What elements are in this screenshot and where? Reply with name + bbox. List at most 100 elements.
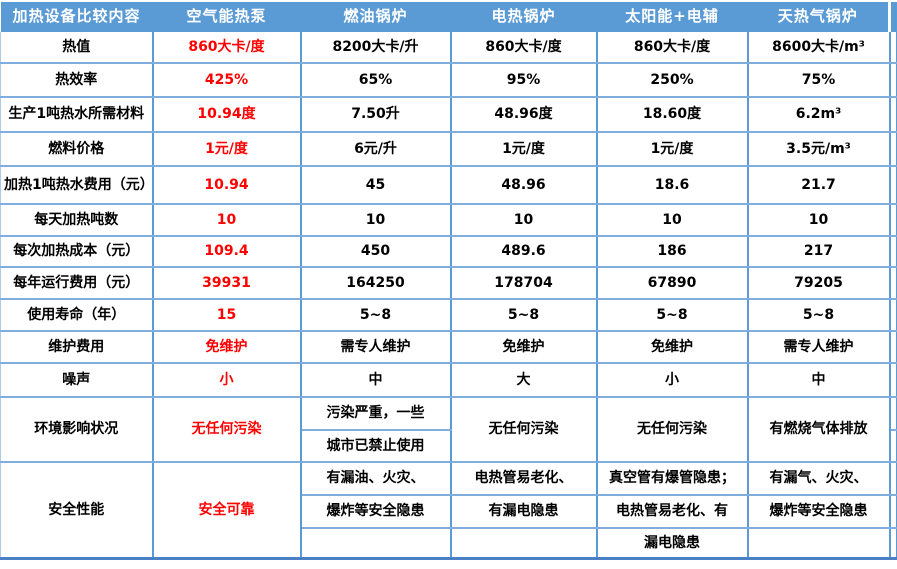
value-cell: 10 (152, 204, 302, 237)
row-label: 热效率 (0, 63, 154, 98)
row-label: 生产1吨热水所需材料 (0, 97, 154, 133)
value-cell: 5~8 (747, 299, 891, 332)
value-cell: 爆炸等安全隐患 (747, 495, 891, 529)
value-cell: 18.6 (596, 166, 749, 205)
value-cell: 10 (596, 204, 749, 237)
row-label: 维护费用 (0, 331, 154, 364)
table-row: 使用寿命（年） 15 5~8 5~8 5~8 5~8 (0, 299, 897, 332)
value-cell: 有漏气、火灾、 (747, 462, 891, 496)
value-cell: 10.94 (152, 166, 302, 205)
table-row: 维护费用 免维护 需专人维护 免维护 免维护 需专人维护 (0, 331, 897, 364)
table-row: 热效率 425% 65% 95% 250% 75% (0, 63, 897, 98)
value-cell: 免维护 (450, 331, 598, 364)
value-cell: 186 (596, 236, 749, 268)
table-row: 爆炸等安全隐患 有漏电隐患 电热管易老化、有 爆炸等安全隐患 (1, 495, 897, 529)
value-cell: 安全可靠 (152, 462, 302, 560)
row-label: 每次加热成本（元） (0, 236, 154, 268)
sliver-cell (889, 363, 897, 398)
header-col-3: 电热锅炉 (450, 2, 597, 32)
value-cell: 小 (596, 363, 749, 398)
row-label: 每年运行费用（元） (0, 267, 154, 300)
value-cell: 67890 (596, 267, 749, 300)
table-row: 每年运行费用（元） 39931 164250 178704 67890 79205 (0, 267, 897, 300)
table-row: 加热设备比较内容 空气能热泵 燃油锅炉 电热锅炉 太阳能+电辅 天热气锅炉 (0, 2, 897, 32)
sliver-cell (889, 267, 897, 300)
value-cell: 6元/升 (300, 132, 452, 167)
value-cell: 164250 (300, 267, 452, 300)
table-row: 每次加热成本（元） 109.4 450 489.6 186 217 (0, 236, 897, 268)
table-row: 环境影响状况 无任何污染 污染严重，一些 无任何污染 无任何污染 有燃烧气体排放 (0, 397, 897, 463)
sliver-cell (889, 495, 897, 529)
sliver-cell (889, 32, 897, 64)
header-col-4: 太阳能+电辅 (596, 2, 748, 32)
value-cell: 1元/度 (450, 132, 598, 167)
value-cell: 无任何污染 (596, 397, 749, 463)
sliver-cell (889, 166, 897, 205)
table-row: 噪声小中大小中 (0, 363, 897, 398)
header-comparison-content: 加热设备比较内容 (0, 2, 153, 32)
value-cell: 大 (450, 363, 598, 398)
value-cell: 48.96 (450, 166, 598, 205)
table-row: 每天加热吨数 10 10 10 10 10 (0, 204, 897, 237)
row-label: 使用寿命（年） (0, 299, 154, 332)
row-label: 热值 (0, 32, 154, 64)
header-col-2: 燃油锅炉 (300, 2, 451, 32)
sliver-cell (889, 331, 897, 364)
value-cell: 860大卡/度 (450, 32, 598, 64)
value-cell: 48.96度 (450, 97, 598, 133)
value-cell: 免维护 (152, 331, 302, 364)
sliver-cell (889, 430, 897, 463)
value-cell: 860大卡/度 (596, 32, 749, 64)
table-row: 安全性能 安全可靠 有漏油、火灾、 电热管易老化、 真空管有爆管隐患； 有漏气、火灾、 (0, 462, 897, 560)
sliver-cell (889, 236, 897, 268)
value-cell: 5~8 (450, 299, 598, 332)
table-body: 热值 860大卡/度 8200大卡/升 860大卡/度 860大卡/度 8600大卡/m³… (0, 32, 897, 560)
value-cell: 污染严重，一些 (300, 397, 452, 431)
table-row: 城市已禁止使用 (1, 430, 897, 463)
value-cell: 5~8 (300, 299, 452, 332)
sliver-cell (889, 63, 897, 98)
value-cell: 无任何污染 (450, 397, 598, 463)
value-cell: 79205 (747, 267, 891, 300)
value-cell (747, 528, 891, 560)
value-cell: 小 (152, 363, 302, 398)
value-cell: 65% (300, 63, 452, 98)
value-cell (450, 528, 598, 560)
value-cell: 250% (596, 63, 749, 98)
header-sliver-cell (889, 2, 897, 32)
value-cell: 18.60度 (596, 97, 749, 133)
table-row: 热值 860大卡/度 8200大卡/升 860大卡/度 860大卡/度 8600大卡/m³ (0, 32, 897, 64)
value-cell: 5~8 (596, 299, 749, 332)
value-cell: 电热管易老化、 (450, 462, 598, 496)
table-row: 漏电隐患 (1, 528, 897, 560)
value-cell: 有燃烧气体排放 (747, 397, 891, 463)
table-row: 加热1吨热水费用（元） 10.94 45 48.96 18.6 21.7 (0, 166, 897, 205)
value-cell: 10 (450, 204, 598, 237)
sliver-cell (889, 132, 897, 167)
sliver-cell (889, 528, 897, 560)
value-cell: 178704 (450, 267, 598, 300)
header-col-1: 空气能热泵 (152, 2, 301, 32)
row-label: 加热1吨热水费用（元） (0, 166, 154, 205)
table-header: 加热设备比较内容 空气能热泵 燃油锅炉 电热锅炉 太阳能+电辅 天热气锅炉 (0, 2, 897, 32)
sliver-cell (889, 397, 897, 431)
value-cell: 39931 (152, 267, 302, 300)
value-cell: 10.94度 (152, 97, 302, 133)
value-cell: 425% (152, 63, 302, 98)
value-cell: 75% (747, 63, 891, 98)
value-cell: 8600大卡/m³ (747, 32, 891, 64)
row-label: 燃料价格 (0, 132, 154, 167)
value-cell: 有漏油、火灾、 (300, 462, 452, 496)
value-cell: 860大卡/度 (152, 32, 302, 64)
value-cell: 有漏电隐患 (450, 495, 598, 529)
value-cell: 需专人维护 (300, 331, 452, 364)
value-cell: 真空管有爆管隐患； (596, 462, 749, 496)
sliver-cell (889, 97, 897, 133)
value-cell: 21.7 (747, 166, 891, 205)
value-cell: 1元/度 (596, 132, 749, 167)
sliver-cell (889, 462, 897, 496)
value-cell: 免维护 (596, 331, 749, 364)
value-cell: 109.4 (152, 236, 302, 268)
value-cell: 45 (300, 166, 452, 205)
